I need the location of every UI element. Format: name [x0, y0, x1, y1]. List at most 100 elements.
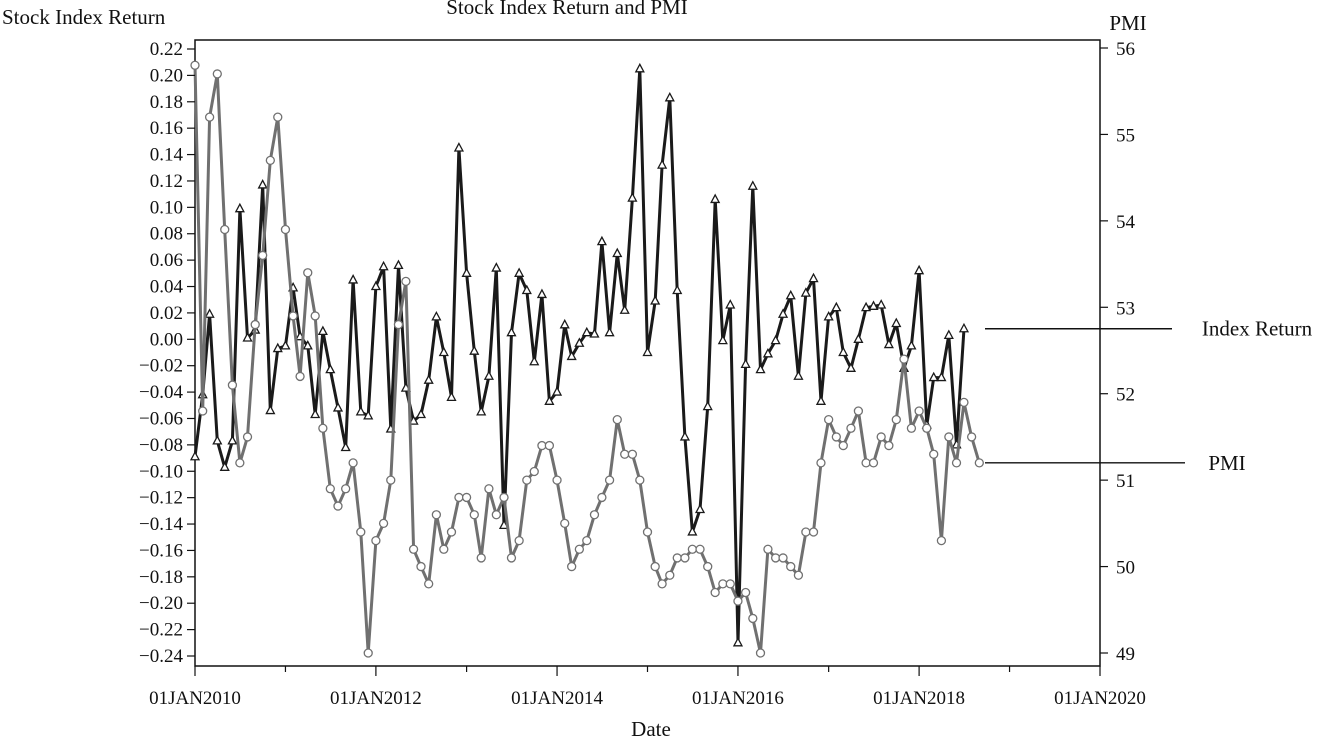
pmi-point — [725, 579, 735, 589]
y-left-tick-label: −0.18 — [139, 567, 183, 588]
index-return-point — [943, 329, 954, 339]
pmi-point — [710, 587, 720, 598]
index-return-point — [725, 299, 736, 309]
index-return-point — [770, 334, 781, 345]
index-return-point — [348, 274, 359, 284]
index-return-point — [596, 235, 607, 246]
pmi-point — [974, 458, 984, 468]
y-left-tick-label: 0.06 — [150, 250, 183, 271]
pmi-point — [838, 440, 848, 451]
index-return-point — [363, 409, 374, 420]
pmi-point — [325, 484, 335, 494]
pmi-point — [280, 224, 291, 235]
pmi-point — [439, 544, 449, 554]
pmi-point — [522, 475, 532, 485]
index-return-point — [891, 317, 902, 328]
index-return-point — [936, 371, 947, 382]
y-axis-right-title: PMI — [1109, 11, 1146, 35]
index-return-point — [679, 431, 691, 441]
pmi-point — [484, 484, 494, 494]
index-return-point — [793, 370, 804, 380]
y-right-tick-label: 51 — [1116, 471, 1135, 492]
chart-title: Stock Index Return and PMI — [446, 0, 687, 19]
pmi-point — [242, 432, 253, 442]
index-return-point — [438, 346, 449, 357]
y-left-tick-label: −0.02 — [139, 356, 183, 377]
y-left-tick-label: 0.20 — [150, 65, 183, 86]
pmi-point — [672, 553, 682, 563]
pmi-point — [695, 544, 705, 554]
index-return-point — [302, 340, 313, 350]
pmi-point — [431, 510, 442, 520]
index-return-point — [853, 333, 864, 343]
index-return-point — [906, 340, 917, 350]
y-left-tick-label: −0.20 — [139, 593, 183, 614]
x-tick-label: 01JAN2018 — [873, 688, 965, 709]
index-return-point — [642, 346, 653, 357]
y-left-tick-label: 0.08 — [150, 224, 183, 245]
pmi-point — [190, 60, 200, 70]
index-return-point — [717, 334, 728, 345]
pmi-point — [544, 440, 555, 451]
pmi-point — [891, 414, 901, 425]
index-return-point — [189, 450, 201, 461]
y-right-tick-label: 50 — [1116, 558, 1135, 579]
index-return-point — [423, 374, 434, 384]
index-return-point — [664, 91, 675, 102]
pmi-point — [235, 458, 245, 468]
pmi-point — [529, 466, 539, 477]
index-return-point — [634, 62, 645, 73]
index-return-point — [808, 272, 819, 283]
pmi-point — [786, 561, 796, 572]
pmi-point — [627, 449, 638, 459]
index-return-point — [469, 345, 480, 355]
y-right-tick-label: 56 — [1116, 39, 1135, 60]
pmi-point — [499, 492, 509, 503]
pmi-point — [808, 527, 819, 537]
pmi-point — [906, 423, 917, 433]
pmi-point — [823, 414, 834, 425]
pmi-point — [318, 423, 328, 433]
index-return-point — [702, 400, 713, 411]
pmi-point — [356, 527, 366, 537]
pmi-point — [348, 458, 358, 468]
pmi-point — [476, 553, 486, 563]
pmi-point — [333, 501, 343, 511]
index-return-point — [234, 202, 245, 213]
pmi-point — [198, 406, 208, 416]
index-return-point — [958, 322, 970, 333]
y-left-tick-label: −0.14 — [139, 514, 183, 535]
index-return-point — [393, 259, 404, 270]
pmi-point — [612, 414, 622, 425]
index-return-point — [732, 636, 744, 647]
index-return-point — [453, 142, 465, 152]
y-left-tick-label: −0.06 — [139, 408, 183, 429]
index-return-point — [536, 288, 548, 299]
y-left-tick-label: 0.10 — [150, 197, 183, 218]
pmi-point — [740, 587, 751, 598]
pmi-point — [914, 406, 924, 416]
pmi-point — [650, 561, 660, 572]
y-right-tick-label: 52 — [1116, 385, 1135, 406]
pmi-point — [393, 319, 404, 330]
pmi-point — [303, 268, 313, 278]
pmi-point — [574, 544, 585, 554]
pmi-point — [220, 224, 230, 235]
pmi-point — [778, 553, 788, 563]
series-layer — [189, 60, 984, 658]
index-return-point — [762, 347, 774, 358]
index-return-point — [845, 362, 857, 372]
pmi-point — [265, 155, 275, 166]
y-left-tick-label: 0.12 — [150, 171, 183, 192]
pmi-point — [951, 458, 962, 468]
index-return-point — [785, 289, 796, 300]
index-return-point — [800, 287, 811, 297]
index-return-point — [265, 404, 276, 415]
pmi-point — [868, 458, 879, 468]
index-return-point — [627, 192, 638, 202]
axis-layer: 0.22 0.20 0.18 0.16 0.14 0.12 0.10 0.08 0.06 0.04… — [139, 39, 1313, 709]
pmi-point — [363, 648, 373, 658]
index-return-point — [491, 262, 502, 272]
y-left-tick-label: 0.00 — [150, 329, 183, 350]
